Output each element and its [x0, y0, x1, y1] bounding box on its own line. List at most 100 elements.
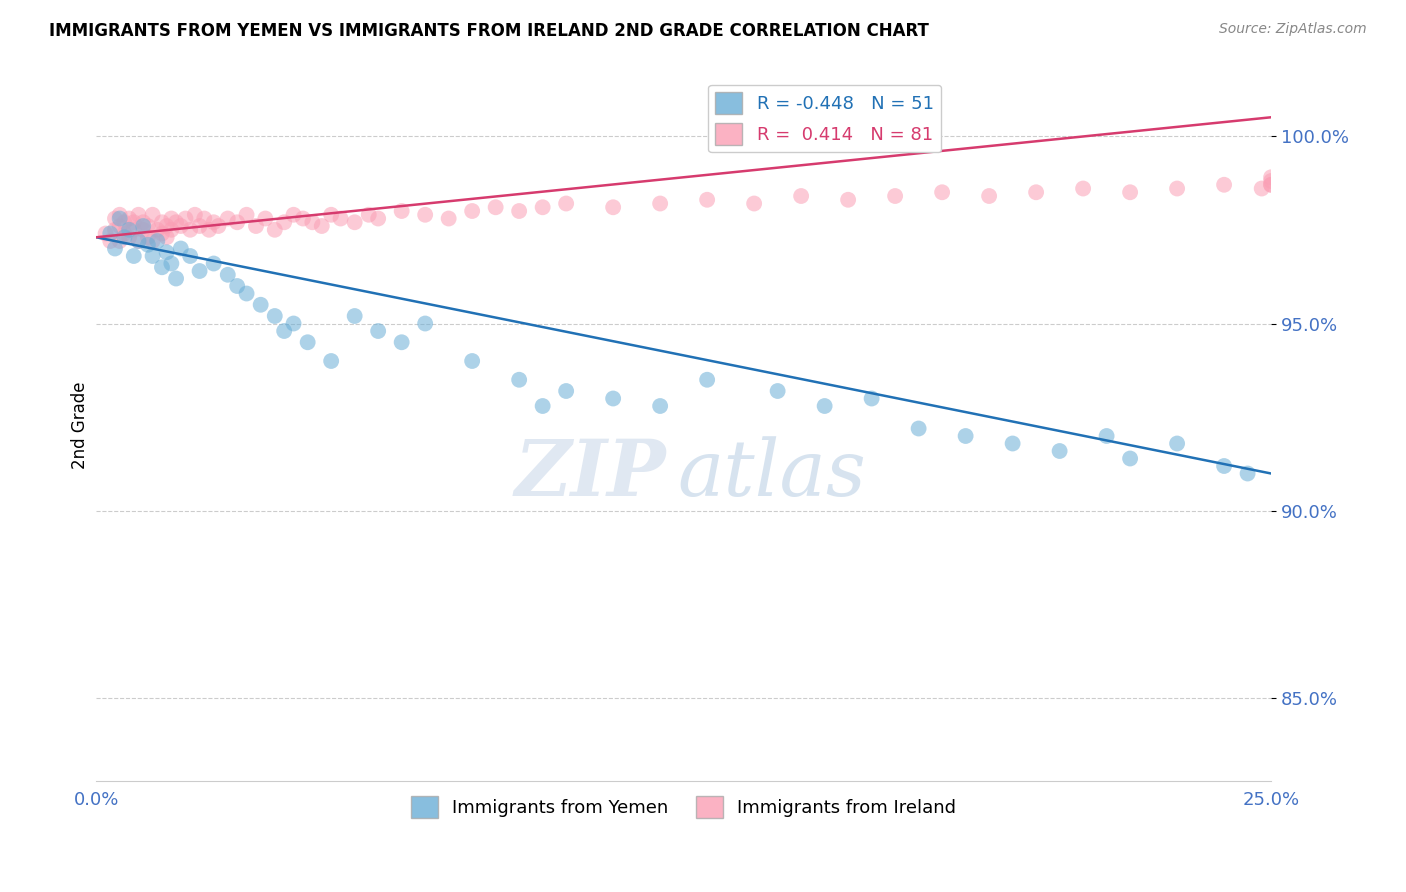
Point — [254, 211, 277, 226]
Point — [343, 215, 366, 229]
Point — [165, 271, 187, 285]
Point — [98, 227, 121, 241]
Point — [907, 421, 929, 435]
Point — [555, 384, 578, 398]
Point — [108, 208, 131, 222]
Text: atlas: atlas — [678, 436, 866, 513]
Point — [931, 186, 953, 200]
Point — [202, 215, 225, 229]
Point — [160, 256, 183, 270]
Point — [413, 208, 436, 222]
Text: Source: ZipAtlas.com: Source: ZipAtlas.com — [1219, 22, 1367, 37]
Point — [283, 208, 305, 222]
Point — [1119, 451, 1142, 466]
Point — [136, 219, 159, 233]
Point — [188, 264, 211, 278]
Point — [367, 324, 389, 338]
Point — [122, 215, 145, 229]
Point — [1095, 429, 1118, 443]
Point — [156, 219, 179, 233]
Point — [217, 268, 239, 282]
Point — [160, 211, 183, 226]
Point — [263, 223, 285, 237]
Point — [188, 219, 211, 233]
Point — [297, 335, 319, 350]
Point — [790, 189, 813, 203]
Point — [437, 211, 460, 226]
Point — [142, 249, 165, 263]
Point — [184, 208, 207, 222]
Point — [1213, 458, 1236, 473]
Point — [122, 249, 145, 263]
Point — [150, 260, 173, 275]
Point — [391, 335, 413, 350]
Point — [311, 219, 333, 233]
Point — [884, 189, 907, 203]
Point — [108, 219, 131, 233]
Point — [321, 208, 343, 222]
Point — [94, 227, 117, 241]
Point — [249, 298, 271, 312]
Point — [1119, 186, 1142, 200]
Point — [837, 193, 859, 207]
Point — [104, 211, 127, 226]
Point — [104, 223, 127, 237]
Point — [413, 317, 436, 331]
Point — [485, 200, 508, 214]
Point — [1260, 178, 1282, 192]
Point — [179, 223, 201, 237]
Point — [122, 223, 145, 237]
Point — [245, 219, 267, 233]
Point — [1260, 178, 1282, 192]
Point — [174, 211, 197, 226]
Point — [696, 373, 718, 387]
Point — [301, 215, 323, 229]
Y-axis label: 2nd Grade: 2nd Grade — [72, 381, 89, 468]
Point — [343, 309, 366, 323]
Point — [108, 234, 131, 248]
Point — [108, 211, 131, 226]
Point — [329, 211, 352, 226]
Point — [118, 230, 141, 244]
Point — [1236, 467, 1258, 481]
Point — [766, 384, 789, 398]
Point — [1001, 436, 1024, 450]
Point — [202, 256, 225, 270]
Point — [127, 234, 149, 248]
Point — [1166, 436, 1188, 450]
Point — [235, 208, 257, 222]
Point — [127, 208, 149, 222]
Point — [235, 286, 257, 301]
Point — [977, 189, 1000, 203]
Point — [367, 211, 389, 226]
Point — [156, 245, 179, 260]
Point — [118, 211, 141, 226]
Point — [136, 230, 159, 244]
Point — [142, 208, 165, 222]
Point — [104, 242, 127, 256]
Point — [217, 211, 239, 226]
Point — [156, 230, 179, 244]
Point — [1049, 444, 1071, 458]
Point — [357, 208, 380, 222]
Point — [508, 373, 530, 387]
Point — [150, 227, 173, 241]
Point — [391, 204, 413, 219]
Point — [263, 309, 285, 323]
Point — [291, 211, 314, 226]
Point — [112, 230, 135, 244]
Point — [142, 234, 165, 248]
Point — [193, 211, 215, 226]
Point — [461, 354, 484, 368]
Point — [742, 196, 765, 211]
Point — [226, 215, 249, 229]
Point — [179, 249, 201, 263]
Point — [146, 223, 169, 237]
Point — [127, 234, 149, 248]
Point — [531, 200, 554, 214]
Point — [1260, 170, 1282, 185]
Point — [1250, 181, 1272, 195]
Point — [273, 324, 295, 338]
Point — [602, 200, 624, 214]
Point — [132, 223, 155, 237]
